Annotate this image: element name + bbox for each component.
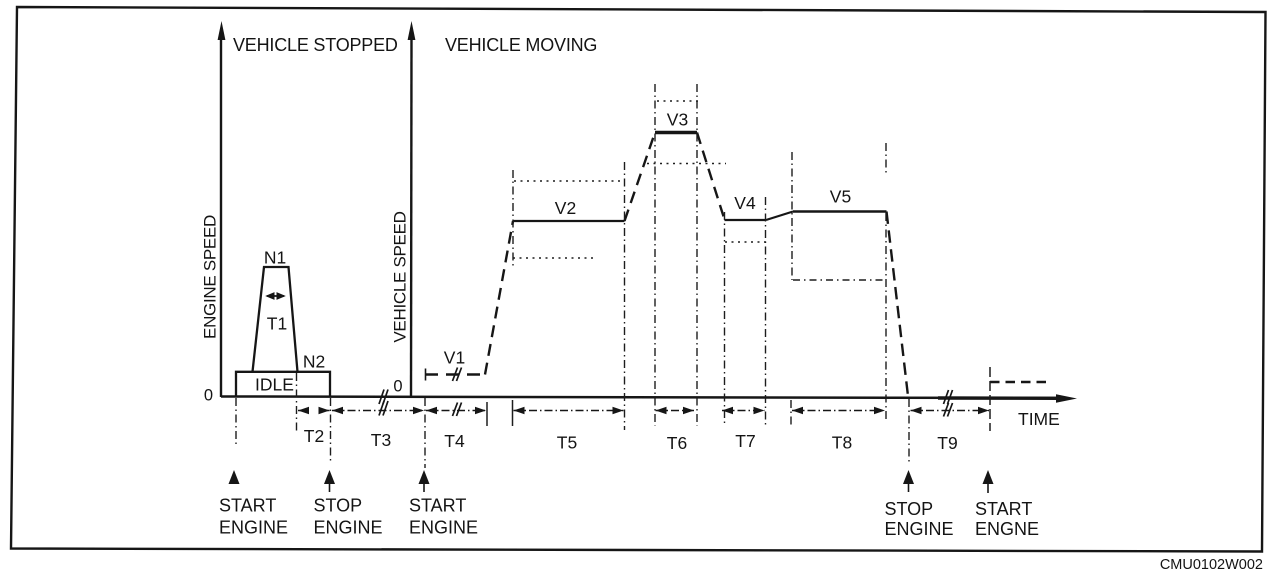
svg-text:START: START bbox=[409, 496, 466, 516]
svg-text:T8: T8 bbox=[832, 433, 852, 453]
svg-text:VEHICLE MOVING: VEHICLE MOVING bbox=[445, 35, 597, 55]
svg-text:N1: N1 bbox=[264, 248, 286, 268]
svg-text:START: START bbox=[219, 496, 276, 516]
svg-text:T9: T9 bbox=[937, 433, 957, 453]
svg-text:0: 0 bbox=[204, 387, 213, 405]
svg-text:V5: V5 bbox=[830, 187, 851, 207]
svg-text:START: START bbox=[975, 499, 1032, 519]
svg-text:ENGINE: ENGINE bbox=[219, 518, 288, 538]
svg-text:VEHICLE SPEED: VEHICLE SPEED bbox=[391, 211, 410, 342]
svg-text:0: 0 bbox=[393, 378, 402, 396]
svg-text:V3: V3 bbox=[667, 110, 688, 130]
svg-text:ENGINE: ENGINE bbox=[409, 518, 478, 538]
svg-text:VEHICLE STOPPED: VEHICLE STOPPED bbox=[233, 35, 398, 55]
svg-text:V4: V4 bbox=[734, 193, 756, 213]
svg-text:T6: T6 bbox=[667, 433, 687, 453]
svg-text:T2: T2 bbox=[304, 426, 324, 446]
svg-text:T7: T7 bbox=[735, 431, 755, 451]
svg-text:T3: T3 bbox=[371, 430, 391, 450]
svg-text:T4: T4 bbox=[444, 431, 465, 451]
svg-text:TIME: TIME bbox=[1018, 409, 1060, 429]
svg-text:CMU0102W002: CMU0102W002 bbox=[1160, 557, 1263, 572]
svg-text:V1: V1 bbox=[444, 348, 465, 368]
svg-text:ENGINE: ENGINE bbox=[314, 518, 383, 538]
svg-text:STOP: STOP bbox=[314, 496, 363, 516]
svg-text:T1: T1 bbox=[267, 314, 287, 334]
svg-text:V2: V2 bbox=[555, 198, 576, 218]
svg-text:N2: N2 bbox=[303, 352, 325, 372]
svg-text:ENGNE: ENGNE bbox=[975, 519, 1039, 539]
svg-text:ENGINE: ENGINE bbox=[885, 519, 954, 539]
svg-text:ENGINE SPEED: ENGINE SPEED bbox=[201, 215, 220, 339]
svg-text:STOP: STOP bbox=[885, 499, 934, 519]
svg-text:T5: T5 bbox=[557, 433, 577, 453]
svg-text:IDLE: IDLE bbox=[255, 375, 294, 395]
